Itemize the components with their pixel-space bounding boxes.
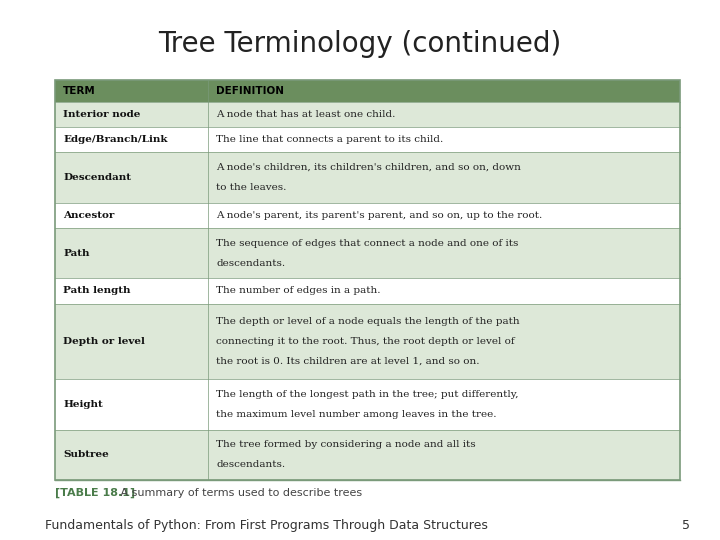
Text: A node that has at least one child.: A node that has at least one child. (216, 110, 395, 119)
Text: Path: Path (63, 249, 89, 258)
Text: TERM: TERM (63, 86, 96, 96)
Text: The line that connects a parent to its child.: The line that connects a parent to its c… (216, 136, 444, 144)
Text: Subtree: Subtree (63, 450, 109, 460)
Text: Path length: Path length (63, 287, 130, 295)
Text: 5: 5 (682, 519, 690, 532)
Text: The depth or level of a node equals the length of the path: The depth or level of a node equals the … (216, 317, 520, 326)
Bar (55, 80, 680, 480)
Bar (55, 80, 680, 102)
Text: Depth or level: Depth or level (63, 337, 145, 346)
Bar (55, 379, 680, 430)
Bar (55, 279, 680, 303)
Text: descendants.: descendants. (216, 461, 285, 469)
Text: The number of edges in a path.: The number of edges in a path. (216, 287, 381, 295)
Text: DEFINITION: DEFINITION (216, 86, 284, 96)
Text: A summary of terms used to describe trees: A summary of terms used to describe tree… (117, 488, 362, 498)
Text: The sequence of edges that connect a node and one of its: The sequence of edges that connect a nod… (216, 239, 518, 248)
Text: the root is 0. Its children are at level 1, and so on.: the root is 0. Its children are at level… (216, 357, 480, 366)
Bar (55, 430, 680, 480)
Text: Interior node: Interior node (63, 110, 140, 119)
Bar (55, 152, 680, 203)
Bar (55, 127, 680, 152)
Text: Tree Terminology (continued): Tree Terminology (continued) (158, 30, 562, 58)
Text: descendants.: descendants. (216, 259, 285, 268)
Text: the maximum level number among leaves in the tree.: the maximum level number among leaves in… (216, 410, 497, 419)
Text: Fundamentals of Python: From First Programs Through Data Structures: Fundamentals of Python: From First Progr… (45, 519, 488, 532)
Text: Edge/Branch/Link: Edge/Branch/Link (63, 136, 168, 144)
Text: A node's children, its children's children, and so on, down: A node's children, its children's childr… (216, 163, 521, 172)
Text: connecting it to the root. Thus, the root depth or level of: connecting it to the root. Thus, the roo… (216, 337, 515, 346)
Bar (55, 303, 680, 379)
Bar (55, 228, 680, 279)
Text: to the leaves.: to the leaves. (216, 183, 287, 192)
Bar (55, 203, 680, 228)
Text: [TABLE 18.1]: [TABLE 18.1] (55, 488, 135, 498)
Text: Height: Height (63, 400, 103, 409)
Text: The length of the longest path in the tree; put differently,: The length of the longest path in the tr… (216, 390, 518, 399)
Text: Ancestor: Ancestor (63, 211, 114, 220)
Text: Descendant: Descendant (63, 173, 131, 182)
Text: A node's parent, its parent's parent, and so on, up to the root.: A node's parent, its parent's parent, an… (216, 211, 542, 220)
Bar (55, 102, 680, 127)
Text: The tree formed by considering a node and all its: The tree formed by considering a node an… (216, 440, 476, 449)
